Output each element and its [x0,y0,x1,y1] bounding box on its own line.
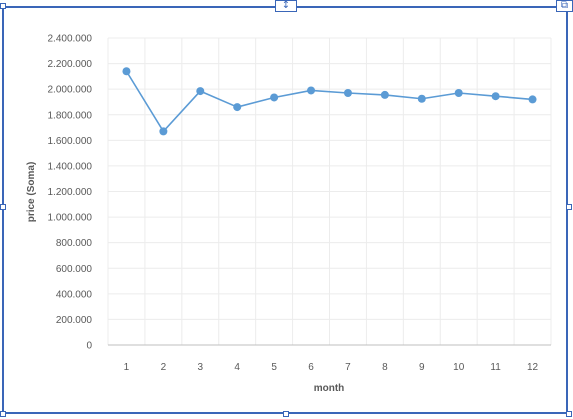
x-tick-label: 1 [124,362,130,373]
data-point [380,90,389,99]
resize-handle-bottom-left[interactable] [0,411,6,417]
data-point [528,95,537,104]
x-tick-label: 10 [453,362,465,373]
resize-handle-bottom-middle[interactable] [283,411,289,417]
y-tick-label: 1.600.000 [48,136,93,147]
resize-handle-top-left[interactable] [0,3,6,9]
x-tick-label: 12 [527,362,539,373]
insert-icon[interactable]: ↕ [275,0,297,12]
resize-handle-bottom-right[interactable] [566,411,572,417]
data-point [491,92,500,101]
x-tick-label: 3 [198,362,204,373]
y-tick-label: 2.200.000 [48,59,93,70]
x-tick-label: 7 [345,362,351,373]
x-tick-label: 4 [234,362,240,373]
x-axis-title: month [314,383,345,394]
y-tick-label: 200.000 [56,315,93,326]
data-points [122,67,537,136]
edit-icon[interactable]: ⧉ [556,0,573,12]
x-tick-label: 11 [490,362,501,373]
grid-lines [107,37,552,345]
x-tick-label: 6 [308,362,314,373]
y-tick-label: 2.000.000 [48,85,93,96]
y-tick-label: 400.000 [56,289,93,300]
y-tick-label: 1.200.000 [48,187,93,198]
x-tick-label: 2 [161,362,167,373]
y-tick-label: 600.000 [56,264,93,275]
series-line [125,70,533,133]
x-tick-labels: 1 2 3 4 5 6 7 8 9 10 11 12 [124,362,539,373]
series-line-path [125,70,533,133]
y-tick-label: 2.400.000 [48,34,93,45]
x-tick-label: 9 [419,362,425,373]
data-point [343,89,352,98]
y-tick-label: 1.800.000 [48,110,93,121]
y-tick-label: 1.400.000 [48,161,93,172]
y-tick-label: 800.000 [56,238,93,249]
data-point [159,127,168,136]
x-tick-label: 5 [271,362,277,373]
data-point [270,93,279,102]
y-axis-title: price (Soma) [26,162,37,223]
x-tick-label: 8 [382,362,388,373]
data-point [196,87,205,96]
data-point [307,86,316,95]
y-tick-labels: 0 200.000 400.000 600.000 800.000 1.000.000 1.… [48,34,93,352]
data-point [122,67,131,76]
resize-handle-middle-right[interactable] [566,204,572,210]
data-point [454,89,463,98]
y-tick-label: 1.000.000 [48,213,93,224]
y-tick-label: 0 [86,341,92,352]
resize-handle-middle-left[interactable] [0,204,6,210]
data-point [417,94,426,103]
data-point [233,103,242,112]
